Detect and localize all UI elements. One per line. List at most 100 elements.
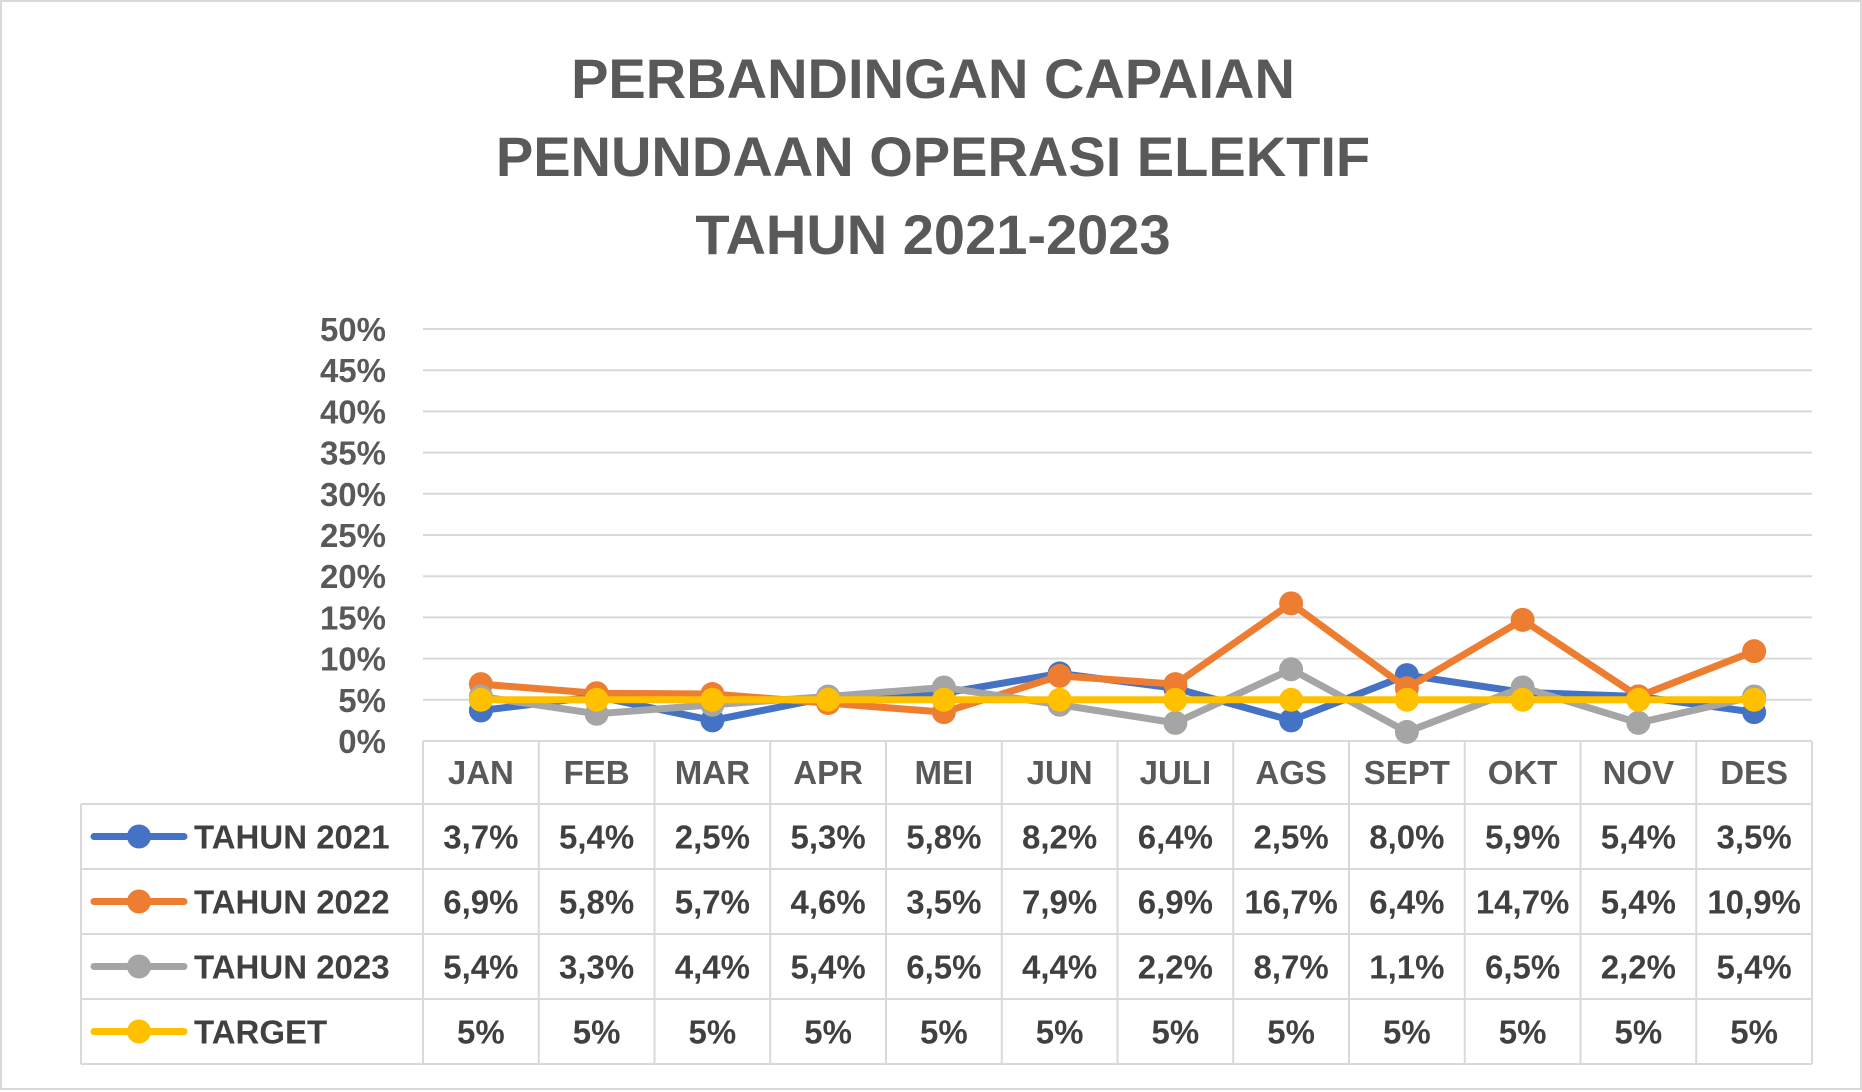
data-label: 5% [457,1014,505,1051]
data-label: 5,4% [1601,884,1676,921]
y-tick-label: 35% [320,435,386,472]
data-label: 2,5% [675,819,750,856]
data-point [1279,657,1304,682]
data-label: 2,2% [1138,949,1213,986]
data-label: 4,4% [675,949,750,986]
data-label: 5% [1267,1014,1315,1051]
data-point [816,687,841,712]
data-label: 16,7% [1244,884,1338,921]
data-label: 6,4% [1369,884,1444,921]
y-tick-label: 25% [320,517,386,554]
data-point [468,687,493,712]
y-tick-label: 20% [320,558,386,595]
legend-key-marker [127,954,151,979]
x-category-label: MAR [675,754,750,791]
series-line [477,665,1758,736]
data-label: 1,1% [1369,949,1444,986]
data-label: 6,9% [1138,884,1213,921]
x-category-label: JULI [1140,754,1212,791]
data-label: 3,3% [559,949,634,986]
data-label: 8,2% [1022,819,1097,856]
x-category-label: JAN [448,754,514,791]
data-label: 6,9% [443,884,518,921]
data-label: 5,7% [675,884,750,921]
data-label: 5% [573,1014,621,1051]
data-label: 5% [1152,1014,1200,1051]
data-point [1510,607,1535,632]
data-label: 5,8% [906,819,981,856]
data-label: 3,5% [1717,819,1792,856]
data-point [1742,687,1767,712]
y-tick-label: 50% [320,311,386,348]
data-label: 10,9% [1707,884,1801,921]
data-label: 5,8% [559,884,634,921]
data-point [1279,687,1304,712]
data-label: 5,4% [1717,949,1792,986]
series-name-label: TAHUN 2021 [194,819,390,856]
data-label: 4,4% [1022,949,1097,986]
chart-title-line-1: PERBANDINGAN CAPAIAN [571,47,1295,110]
data-label: 2,5% [1254,819,1329,856]
data-point [1742,639,1767,664]
x-category-label: NOV [1603,754,1675,791]
data-point [1626,710,1651,735]
data-point [931,687,956,712]
data-label: 5,9% [1485,819,1560,856]
data-label: 5% [1383,1014,1431,1051]
data-label: 6,5% [906,949,981,986]
data-label: 2,2% [1601,949,1676,986]
data-point [1626,687,1651,712]
data-label: 5,4% [1601,819,1676,856]
data-label: 8,7% [1254,949,1329,986]
data-label: 5% [1036,1014,1084,1051]
data-label: 3,5% [906,884,981,921]
data-label: 5% [1499,1014,1547,1051]
x-category-label: APR [793,754,863,791]
data-label: 5% [804,1014,852,1051]
x-category-label: JUN [1027,754,1093,791]
data-label: 5,4% [443,949,518,986]
data-label: 5% [1615,1014,1663,1051]
x-category-label: FEB [564,754,630,791]
legend-key-marker [127,1019,151,1044]
x-category-label: AGS [1255,754,1327,791]
y-tick-label: 40% [320,393,386,430]
series-name-label: TAHUN 2023 [194,949,390,986]
y-tick-label: 5% [338,682,386,719]
data-point [1279,708,1304,733]
series-name-label: TARGET [194,1014,327,1051]
chart-title-line-2: PENUNDAAN OPERASI ELEKTIF [495,125,1371,188]
data-label: 8,0% [1369,819,1444,856]
y-tick-label: 0% [338,723,386,760]
data-point [1394,719,1419,744]
data-point [1279,591,1304,616]
data-label: 5,3% [791,819,866,856]
x-category-label: MEI [915,754,974,791]
data-point [1163,710,1188,735]
y-tick-label: 10% [320,641,386,678]
x-category-label: SEPT [1364,754,1450,791]
data-label: 5,4% [791,949,866,986]
y-tick-label: 30% [320,476,386,513]
data-label: 5% [920,1014,968,1051]
data-point [700,687,725,712]
data-point [1163,687,1188,712]
data-point [1394,687,1419,712]
series-name-label: TAHUN 2022 [194,884,390,921]
chart-title-line-3: TAHUN 2021-2023 [695,203,1171,266]
data-label: 5% [1730,1014,1778,1051]
chart-title: PERBANDINGAN CAPAIAN PENUNDAAN OPERASI E… [2,40,1862,274]
data-label: 14,7% [1476,884,1570,921]
series-line [477,599,1758,716]
legend-key-marker [127,889,151,914]
data-label: 6,5% [1485,949,1560,986]
data-point [1510,687,1535,712]
data-point [584,687,609,712]
legend-key-marker [127,824,151,849]
y-tick-label: 15% [320,599,386,636]
data-label: 3,7% [443,819,518,856]
data-label: 7,9% [1022,884,1097,921]
data-label: 6,4% [1138,819,1213,856]
